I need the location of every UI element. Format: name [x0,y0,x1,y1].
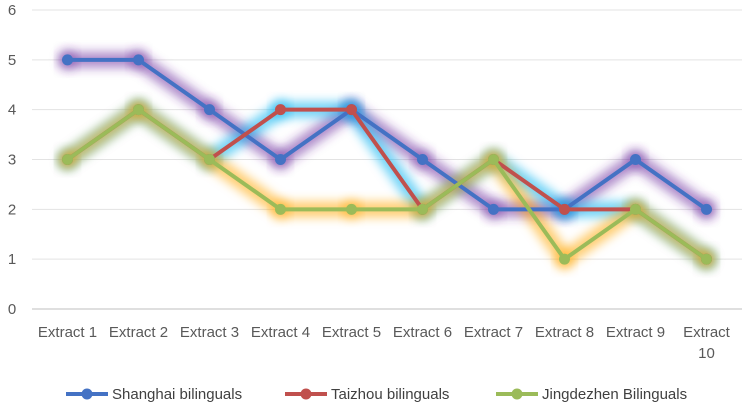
data-point [275,203,286,215]
y-axis: 0 1 2 3 4 5 6 [8,2,16,318]
x-tick-label: Extract 2 [109,324,168,341]
x-tick-label-line: Extract 3 [180,324,239,341]
x-tick-label: Extract 3 [180,324,239,341]
data-point [488,203,499,215]
y-tick-label: 1 [8,251,16,268]
x-tick-label: Extract 9 [606,324,665,341]
x-tick-label: Extract 1 [38,324,97,341]
data-point [559,253,570,265]
legend-marker [81,388,93,400]
data-point [488,154,499,165]
legend-item-jingdezhen-bilinguals: Jingdezhen Bilinguals [496,386,687,403]
data-point [204,154,215,165]
x-tick-label-line: Extract 1 [38,324,97,341]
x-tick-label-line: Extract 6 [393,324,452,341]
x-tick-label-line: 10 [698,345,715,362]
x-tick-label-line: Extract 4 [251,324,310,341]
data-point [417,203,428,215]
y-tick-label: 3 [8,152,16,169]
legend-label: Taizhou bilinguals [331,386,449,403]
y-tick-label: 5 [8,52,16,69]
x-tick-label: Extract 7 [464,324,523,341]
data-point [346,203,357,215]
data-point [701,253,712,265]
data-point [275,154,286,165]
x-tick-label-line: Extract 5 [322,324,381,341]
legend-label: Shanghai bilinguals [112,386,242,403]
y-tick-label: 4 [8,102,16,119]
series-lines [62,54,712,265]
data-point [559,203,570,215]
x-axis: Extract 1 Extract 2 Extract 3 Extract 4 Extr… [38,324,731,362]
data-point [133,104,144,116]
series-line-jingdezhen-bilinguals [65,107,709,262]
x-tick-label-line: Extract 8 [535,324,594,341]
data-point [630,203,641,215]
legend-item-shanghai-bilinguals: Shanghai bilinguals [66,386,242,403]
data-point [275,104,286,116]
data-point [133,54,144,66]
x-tick-label-line: Extract [683,324,731,341]
data-point [62,154,73,165]
data-point [417,154,428,165]
legend: Shanghai bilinguals Taizhou bilinguals Jin… [66,386,687,403]
x-tick-label-line: Extract 7 [464,324,523,341]
data-point [346,104,357,116]
series-jingdezhen-bilinguals [62,104,712,265]
legend-marker [511,388,523,400]
x-tick-label: Extract 8 [535,324,594,341]
y-tick-label: 6 [8,2,16,19]
data-point [701,203,712,215]
x-tick-label: Extract 4 [251,324,310,341]
legend-item-taizhou-bilinguals: Taizhou bilinguals [285,386,449,403]
x-tick-label: Extract 5 [322,324,381,341]
data-point [204,104,215,116]
y-tick-label: 0 [8,301,16,318]
data-point [630,154,641,165]
x-tick-label: Extract 6 [393,324,452,341]
legend-marker [300,388,312,400]
y-tick-label: 2 [8,201,16,218]
data-point [62,54,73,66]
legend-label: Jingdezhen Bilinguals [542,386,687,403]
x-tick-label: Extract 10 [683,324,731,362]
x-tick-label-line: Extract 9 [606,324,665,341]
series-line-shanghai-bilinguals [65,57,709,212]
x-tick-label-line: Extract 2 [109,324,168,341]
